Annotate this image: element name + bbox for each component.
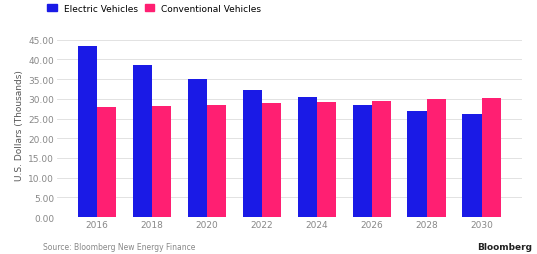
Bar [462, 114, 482, 217]
Bar [97, 107, 117, 217]
Bar [372, 101, 391, 217]
Text: Source: Bloomberg New Energy Finance: Source: Bloomberg New Energy Finance [43, 243, 195, 251]
Legend: Electric Vehicles, Conventional Vehicles: Electric Vehicles, Conventional Vehicles [47, 5, 261, 13]
Bar [297, 98, 317, 217]
Bar [78, 46, 97, 217]
Bar [427, 100, 446, 217]
Bar [408, 111, 427, 217]
Bar [243, 90, 262, 217]
Y-axis label: U.S. Dollars (Thousands): U.S. Dollars (Thousands) [15, 70, 24, 180]
Bar [482, 99, 501, 217]
Bar [262, 104, 281, 217]
Bar [133, 66, 152, 217]
Bar [317, 103, 336, 217]
Bar [353, 105, 372, 217]
Text: Bloomberg: Bloomberg [477, 243, 532, 251]
Bar [188, 80, 207, 217]
Bar [152, 106, 171, 217]
Bar [207, 105, 226, 217]
